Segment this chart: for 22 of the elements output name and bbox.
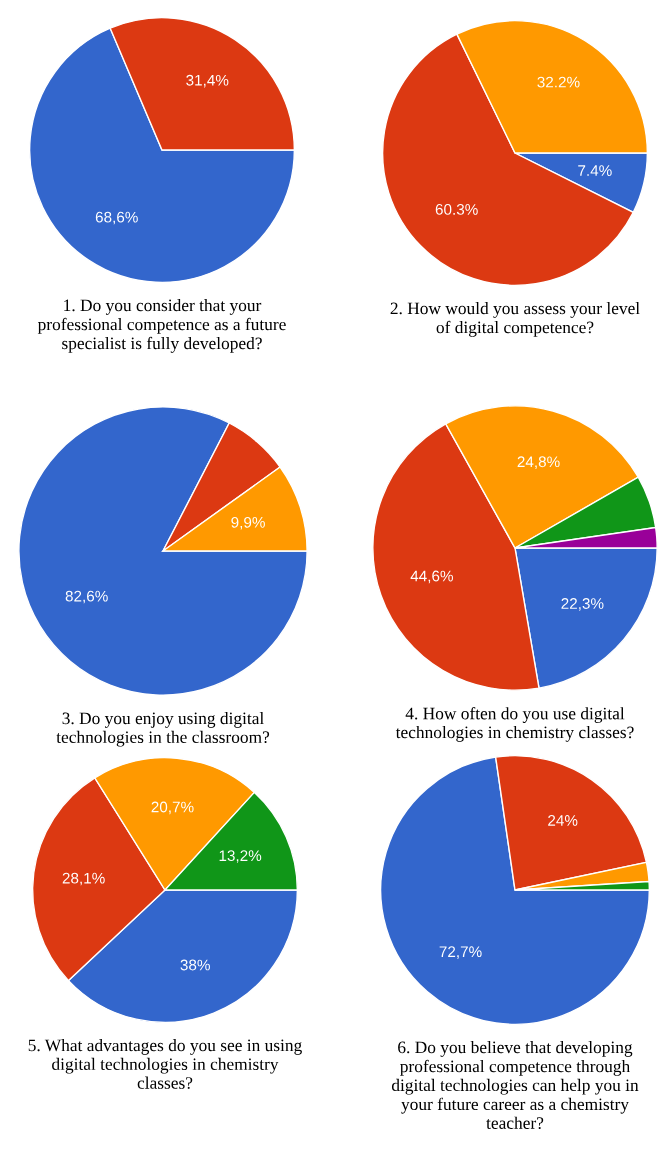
text: 5. What advantages do you see in using digital technologies in chemistry classes? [28,1039,302,1089]
data-label: 9,9% [231,516,265,530]
data-label: 68,6% [95,211,138,225]
data-label: 82,6% [65,590,108,604]
text: 6. Do you believe that developing professional competence through digital technologies can help you in your future career as a chemistry teacher? [391,1041,639,1129]
data-label: 24,8% [517,456,560,469]
data-label: 38% [180,959,210,971]
text: 1. Do you consider that your professional competence as a future specialist is fully developed? [37,299,286,353]
data-label: 13,2% [219,850,262,863]
data-label: 72,7% [439,946,482,959]
text: 3. Do you enjoy using digital technologies in the classroom? [56,712,270,747]
data-label: 28,1% [62,872,105,886]
text: 2. How would you assess your level of digital competence? [390,302,640,337]
data-label: 32.2% [537,76,580,88]
data-label: 20,7% [151,801,194,815]
text: 4. How often do you use digital technologies in chemistry classes? [395,707,634,742]
data-label: 7.4% [578,165,612,176]
data-label: 44,6% [410,570,453,584]
data-label: 24% [548,815,578,826]
data-label: 31,4% [186,74,229,88]
data-label: 60.3% [435,203,478,215]
data-label: 22,3% [561,598,604,611]
